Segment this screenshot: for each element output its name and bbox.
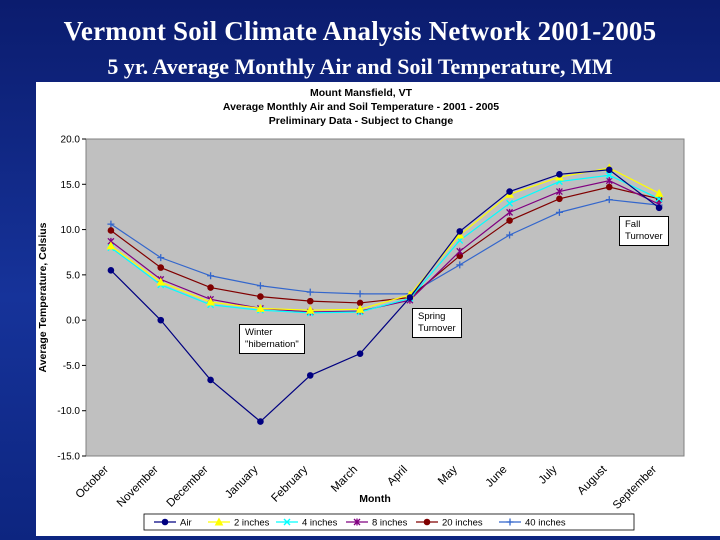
data-point [214,517,224,526]
data-point [161,518,169,526]
x-tick-label: March [329,464,360,495]
data-point [605,177,613,185]
data-point [506,217,513,224]
y-tick-label: -10.0 [57,406,80,417]
data-point [356,350,364,357]
x-tick-label: April [385,464,410,489]
legend-label: Air [180,518,192,529]
chart-panel: Mount Mansfield, VT Average Monthly Air a… [36,82,720,536]
slide-subtitle: 5 yr. Average Monthly Air and Soil Tempe… [107,54,613,79]
data-point [456,228,464,235]
y-tick-label: -5.0 [63,361,81,372]
x-tick-label: November [115,464,161,510]
y-tick-label: 10.0 [61,225,81,236]
plot-area [85,138,685,457]
x-tick-label: July [537,463,560,486]
data-point [283,518,291,526]
data-point [353,518,361,526]
series-air [107,166,663,425]
data-point [306,372,314,379]
series-line [110,167,660,311]
chart-subtitle-line: Average Monthly Air and Soil Temperature… [223,101,499,113]
y-tick-label: 20.0 [61,135,81,146]
data-point [506,231,514,239]
data-point [456,261,464,269]
data-point [654,188,664,197]
series-2-inches [106,163,664,314]
chart-subtitle-line: Preliminary Data - Subject to Change [269,115,454,127]
data-point [406,294,414,301]
data-point [306,297,314,305]
x-tick-label: February [269,463,310,504]
legend-label: 20 inches [442,518,483,529]
data-point [107,220,115,228]
data-point [207,376,214,384]
legend [143,513,635,531]
data-point [455,230,465,239]
data-point [156,277,166,286]
series-line [110,199,660,295]
x-tick-label: May [436,463,460,487]
data-point [157,264,165,271]
legend-label: 40 inches [525,518,566,529]
x-axis-label: Month [359,493,391,505]
data-point [555,208,563,216]
x-tick-label: September [611,464,659,512]
legend-label: 8 inches [372,518,408,529]
data-point [423,518,431,526]
data-point [256,282,264,290]
line-chart: Mount Mansfield, VT Average Monthly Air a… [37,87,685,531]
data-point [506,199,514,207]
data-point [257,418,264,425]
winter-hibernation-callout: Winter "hibernation" [239,324,305,354]
data-point [157,254,165,262]
slide-title: Vermont Soil Climate Analysis Network 20… [63,16,657,46]
data-point [555,188,563,196]
series-line [110,186,660,304]
x-tick-label: December [165,464,211,510]
data-point [306,288,314,296]
y-axis-label: Average Temperature, Celsius [37,222,49,372]
data-point [605,166,613,174]
series-20-inches [107,183,663,307]
data-point [305,305,315,314]
data-point [506,188,513,195]
x-tick-label: October [74,464,112,502]
data-point [107,267,115,274]
data-point [207,272,215,280]
chart-title: Mount Mansfield, VT [310,87,413,99]
data-point [605,196,613,204]
data-point [157,316,165,324]
series-line [110,174,660,314]
data-point [206,297,215,306]
data-point [605,183,613,191]
data-point [256,303,265,312]
data-point [556,171,563,178]
x-tick-label: August [576,463,610,497]
y-tick-label: 15.0 [61,180,81,191]
data-point [356,290,364,298]
legend-label: 2 inches [234,518,270,529]
series-line [110,169,660,423]
x-tick-label: June [484,464,510,490]
data-point [506,208,514,216]
legend-label: 4 inches [302,518,338,529]
data-point [107,227,115,234]
x-tick-label: January [223,463,261,501]
data-point [605,171,613,179]
y-tick-label: 5.0 [66,270,80,281]
data-point [556,195,563,203]
data-point [257,293,264,300]
data-point [207,284,214,291]
spring-turnover-callout: Spring Turnover [412,308,462,338]
data-point [655,204,663,212]
data-point [355,304,365,313]
data-point [506,518,514,526]
data-point [106,241,116,250]
data-point [456,247,464,255]
y-tick-label: -15.0 [57,452,80,463]
fall-turnover-callout: Fall Turnover [619,216,669,246]
y-tick-label: 0.0 [66,316,80,327]
